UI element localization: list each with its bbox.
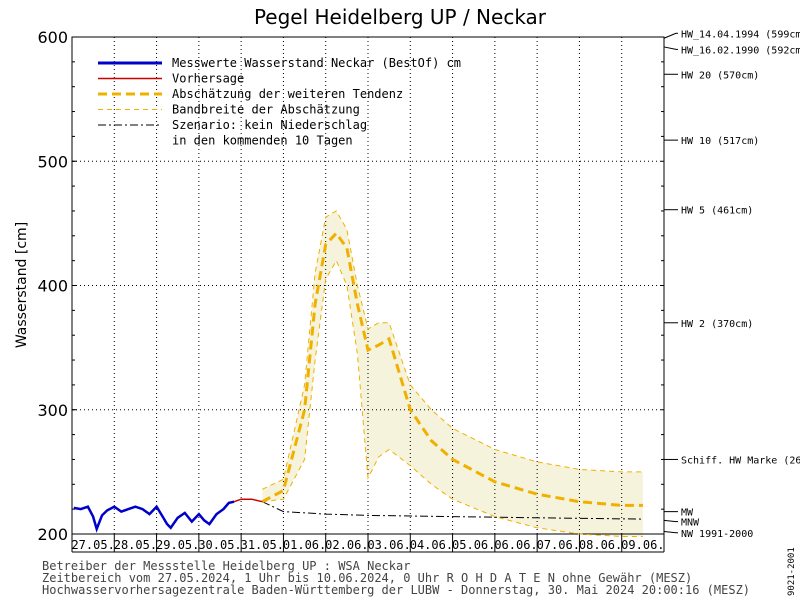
plot-area: 200 300 400 500 600 27.05.28.05.29.05.30.05.3… [37, 28, 665, 553]
ref-line-label: MW [681, 508, 694, 519]
ref-line-label: NW 1991-2000 [681, 529, 753, 540]
x-tick-label: 04.06. [410, 538, 453, 552]
legend-label: in den kommenden 10 Tagen [172, 134, 353, 148]
x-tick-label: 30.05. [198, 538, 241, 552]
legend-label: Vorhersage [172, 72, 244, 86]
legend-label: Bandbreite der Abschätzung [172, 103, 360, 117]
ref-line-tick [663, 531, 677, 534]
x-tick-label: 08.06. [579, 538, 622, 552]
series-line [73, 500, 235, 533]
ref-line-label: Schiff. HW Marke (260cm) [681, 455, 800, 466]
x-tick-label: 31.05. [241, 538, 284, 552]
legend-label: Messwerte Wasserstand Neckar (BestOf) cm [172, 56, 461, 70]
band-fill [262, 210, 643, 537]
ref-line-label: HW 5 (461cm) [681, 206, 753, 217]
ref-line-tick [663, 32, 677, 39]
series-line [262, 501, 643, 520]
ref-line-label: MNW [681, 518, 700, 529]
y-axis-label: Wasserstand [cm] [14, 222, 30, 348]
x-tick-label: 03.06. [367, 538, 410, 552]
x-tick-label: 29.05. [156, 538, 199, 552]
ref-line-tick [663, 46, 677, 50]
x-tick-label: 07.06. [537, 538, 580, 552]
ref-line-label: HW 10 (517cm) [681, 136, 759, 147]
ref-line-label: HW 2 (370cm) [681, 319, 753, 330]
y-tick-label: 500 [37, 152, 68, 171]
footer-publisher: Hochwasservorhersagezentrale Baden-Württ… [42, 583, 750, 597]
legend: Messwerte Wasserstand Neckar (BestOf) cm… [98, 56, 461, 148]
reference-lines: HW_14.04.1994 (599cm) HW_16.02.1990 (592c… [663, 29, 800, 540]
x-tick-label: 06.06. [494, 538, 537, 552]
ref-line-label: HW 20 (570cm) [681, 70, 759, 81]
legend-label: Abschätzung der weiteren Tendenz [172, 87, 403, 101]
y-tick-label: 300 [37, 401, 68, 420]
ref-line-label: HW_14.04.1994 (599cm) [681, 29, 800, 40]
x-tick-label: 01.06. [283, 538, 326, 552]
y-tick-label: 400 [37, 277, 68, 296]
x-tick-label: 28.05. [114, 538, 157, 552]
x-tick-label: 27.05. [71, 538, 114, 552]
series-line [262, 259, 643, 537]
y-tick-label: 600 [37, 28, 68, 47]
footer-timerange: Zeitbereich vom 27.05.2024, 1 Uhr bis 10… [42, 571, 692, 585]
ref-line-tick [663, 519, 677, 523]
footer-code: 9021-2001 [787, 547, 797, 596]
y-tick-label: 200 [37, 525, 68, 544]
x-tick-label: 02.06. [325, 538, 368, 552]
footer-operator: Betreiber der Messstelle Heidelberg UP :… [42, 559, 410, 573]
ref-line-label: HW_16.02.1990 (592cm) [681, 45, 800, 56]
x-tick-label: 09.06. [621, 538, 664, 552]
plot-frame [71, 36, 665, 535]
series-line [261, 230, 643, 507]
x-tick-label: 05.06. [452, 538, 495, 552]
legend-label: Szenario: kein Niederschlag [172, 118, 367, 132]
series-line [233, 498, 263, 503]
chart-title: Pegel Heidelberg UP / Neckar [254, 5, 547, 29]
